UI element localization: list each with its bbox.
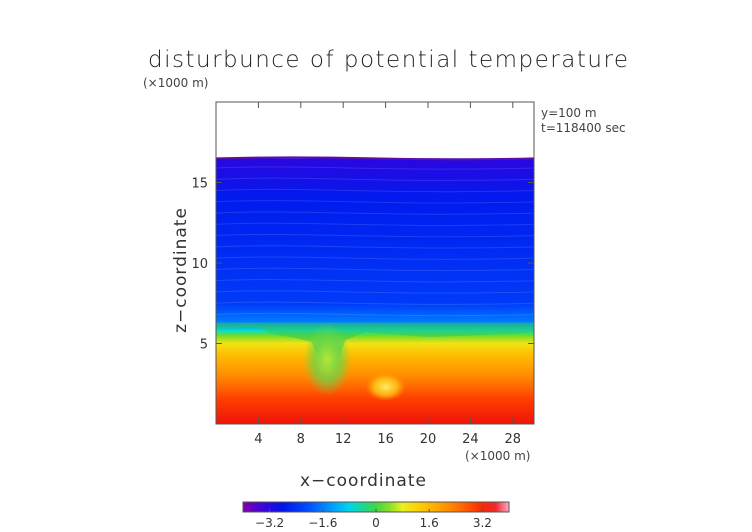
- x-tick-label: 8: [297, 432, 305, 447]
- colorbar-tick-label: −1.6: [308, 516, 337, 530]
- data-top-edge: [216, 156, 534, 161]
- feature-spot: [365, 372, 406, 401]
- contour-line: [216, 188, 534, 193]
- contour-line: [216, 233, 534, 238]
- contour-line: [216, 290, 534, 294]
- contour-line: [216, 222, 534, 227]
- contour-line: [216, 200, 534, 204]
- contour-line: [216, 166, 534, 170]
- contour-line: [216, 211, 534, 215]
- annotation-y-position: y=100 m: [541, 106, 597, 120]
- colorbar: −3.2 −1.6 0 1.6 3.2: [242, 501, 510, 530]
- axis-ticks: 4 8 12 16 20 24 28 5 10 15: [191, 102, 534, 447]
- x-axis-label: x−coordinate: [300, 471, 427, 491]
- contour-line: [216, 279, 534, 283]
- colorbar-tick-label: 3.2: [473, 516, 492, 530]
- contour-line: [216, 312, 534, 317]
- x-tick-label: 24: [462, 432, 479, 447]
- y-tick-label: 5: [200, 338, 208, 353]
- x-tick-label: 28: [505, 432, 522, 447]
- contour-line: [216, 267, 534, 272]
- y-tick-label: 10: [191, 257, 208, 272]
- colorbar-tick-label: 1.6: [420, 516, 439, 530]
- x-tick-label: 12: [335, 432, 352, 447]
- x-tick-label: 20: [420, 432, 437, 447]
- feature-plume: [303, 323, 352, 396]
- contour-line: [216, 256, 534, 260]
- x-tick-label: 4: [254, 432, 262, 447]
- colorbar-tick-label: 0: [372, 516, 380, 530]
- colorbar-tick-label: −3.2: [255, 516, 284, 530]
- x-axis-unit: (×1000 m): [465, 449, 531, 463]
- y-tick-label: 15: [191, 177, 208, 192]
- contour-line: [216, 245, 534, 249]
- y-axis-label: z−coordinate: [171, 207, 191, 333]
- chart-title: disturbunce of potential temperature: [148, 47, 630, 73]
- contour-line: [216, 177, 534, 181]
- contour-line: [216, 301, 534, 305]
- y-axis-unit: (×1000 m): [143, 76, 209, 90]
- interface-band: [216, 322, 534, 370]
- data-field: [216, 156, 534, 424]
- annotation-time: t=118400 sec: [541, 121, 626, 135]
- x-tick-label: 16: [377, 432, 394, 447]
